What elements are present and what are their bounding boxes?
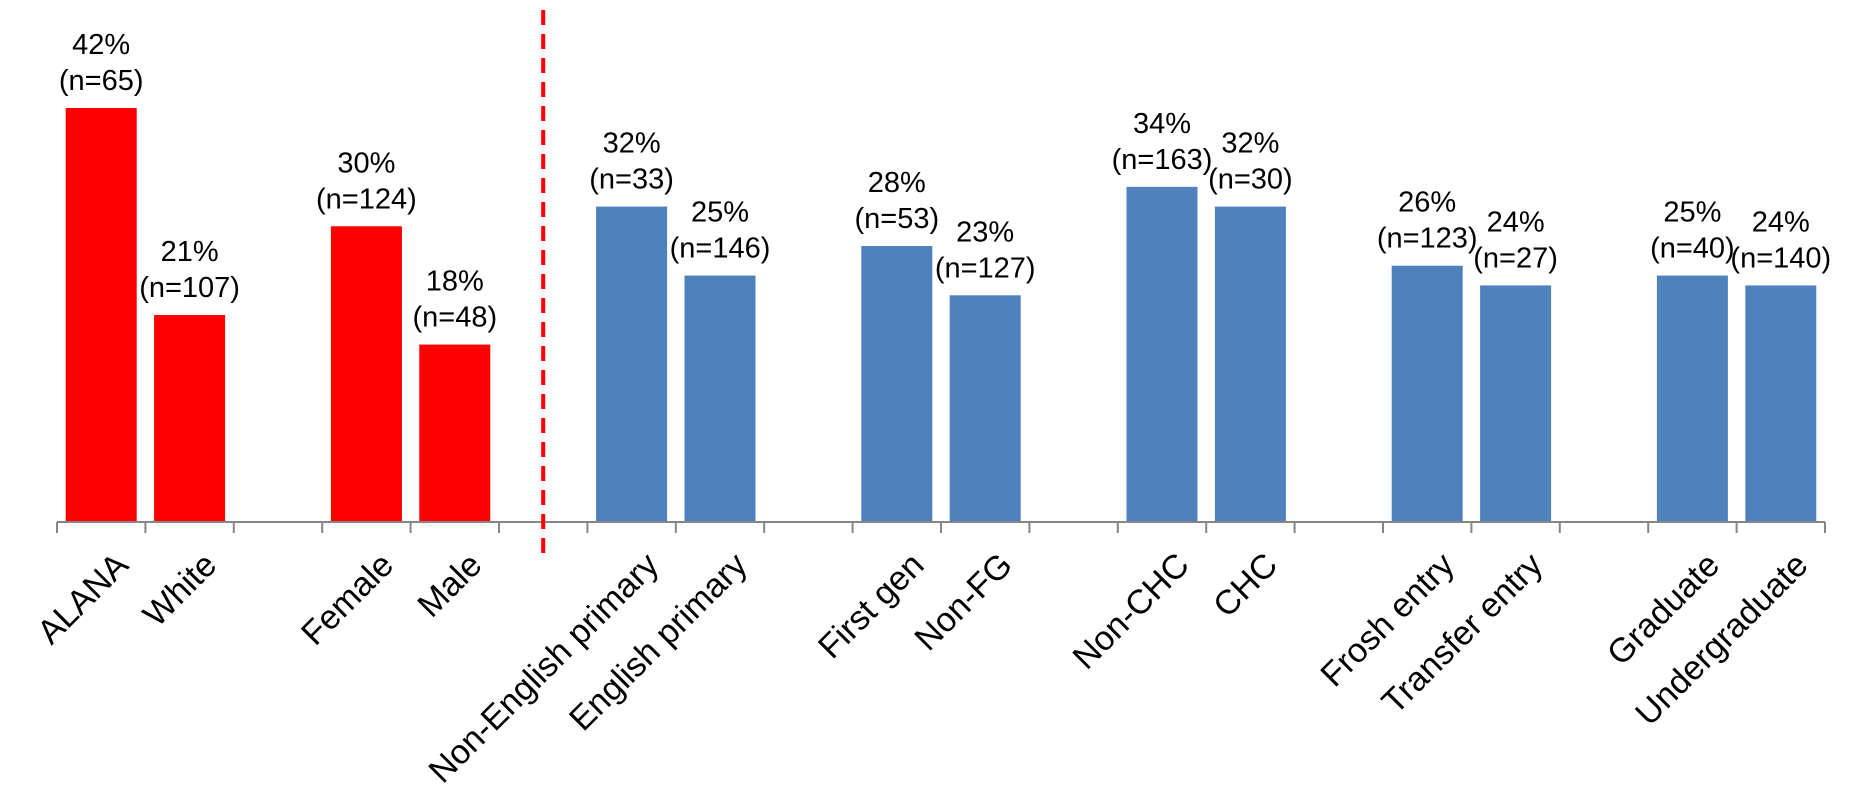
bar-alana	[65, 108, 137, 522]
category-label-female: Female	[294, 546, 401, 653]
category-label-alana: ALANA	[30, 546, 136, 652]
bar-non-fg	[949, 295, 1021, 522]
data-label-n-non-fg: (n=127)	[935, 252, 1036, 284]
data-label-n-frosh-entry: (n=123)	[1377, 223, 1478, 255]
data-label-n-english-primary: (n=146)	[670, 233, 771, 265]
data-label-n-undergraduate: (n=140)	[1730, 242, 1831, 274]
bar-graduate	[1656, 275, 1728, 522]
data-label-n-chc: (n=30)	[1208, 164, 1293, 196]
data-label-pct-female: 30%	[337, 147, 395, 179]
bar-first-gen	[861, 246, 933, 522]
category-label-transfer-entry: Transfer entry	[1375, 546, 1551, 722]
bar-chc	[1214, 206, 1286, 523]
data-label-n-graduate: (n=40)	[1650, 233, 1735, 265]
data-label-n-non-english-primary: (n=33)	[589, 164, 674, 196]
category-label-male: Male	[410, 546, 489, 625]
bars-group	[65, 108, 1817, 523]
data-label-n-alana: (n=65)	[59, 65, 144, 97]
data-label-pct-white: 21%	[161, 236, 219, 268]
bar-non-chc	[1126, 186, 1198, 522]
data-label-pct-undergraduate: 24%	[1752, 206, 1810, 238]
category-label-non-chc: Non-CHC	[1066, 546, 1197, 677]
bar-female	[330, 226, 402, 523]
data-label-n-white: (n=107)	[139, 272, 240, 304]
data-label-n-non-chc: (n=163)	[1112, 144, 1213, 176]
data-label-n-transfer-entry: (n=27)	[1473, 242, 1558, 274]
data-label-pct-frosh-entry: 26%	[1398, 187, 1456, 219]
x-axis	[56, 10, 1826, 562]
data-label-pct-transfer-entry: 24%	[1487, 206, 1545, 238]
bar-frosh-entry	[1391, 265, 1463, 522]
data-label-pct-first-gen: 28%	[868, 167, 926, 199]
data-label-n-female: (n=124)	[316, 183, 417, 215]
bar-undergraduate	[1745, 285, 1817, 522]
data-label-pct-english-primary: 25%	[691, 197, 749, 229]
bar-white	[154, 315, 226, 522]
category-label-non-fg: Non-FG	[907, 546, 1019, 658]
data-label-pct-male: 18%	[426, 266, 484, 298]
data-label-pct-chc: 32%	[1221, 128, 1279, 160]
bar-transfer-entry	[1480, 285, 1552, 522]
category-label-chc: CHC	[1206, 546, 1285, 625]
data-label-pct-graduate: 25%	[1663, 197, 1721, 229]
data-label-n-first-gen: (n=53)	[854, 203, 939, 235]
category-label-first-gen: First gen	[811, 546, 931, 666]
bar-english-primary	[684, 275, 756, 522]
data-label-pct-alana: 42%	[72, 29, 130, 61]
data-label-n-male: (n=48)	[412, 302, 497, 334]
data-labels-group: 42% (n=65) 21% (n=107) 30% (n=124) 18% (n=48) 32…	[59, 29, 1831, 334]
bar-non-english-primary	[596, 206, 668, 523]
data-label-pct-non-chc: 34%	[1133, 108, 1191, 140]
data-label-pct-non-english-primary: 32%	[603, 128, 661, 160]
bar-male	[419, 344, 491, 522]
data-label-pct-non-fg: 23%	[956, 216, 1014, 248]
category-label-white: White	[136, 546, 224, 634]
